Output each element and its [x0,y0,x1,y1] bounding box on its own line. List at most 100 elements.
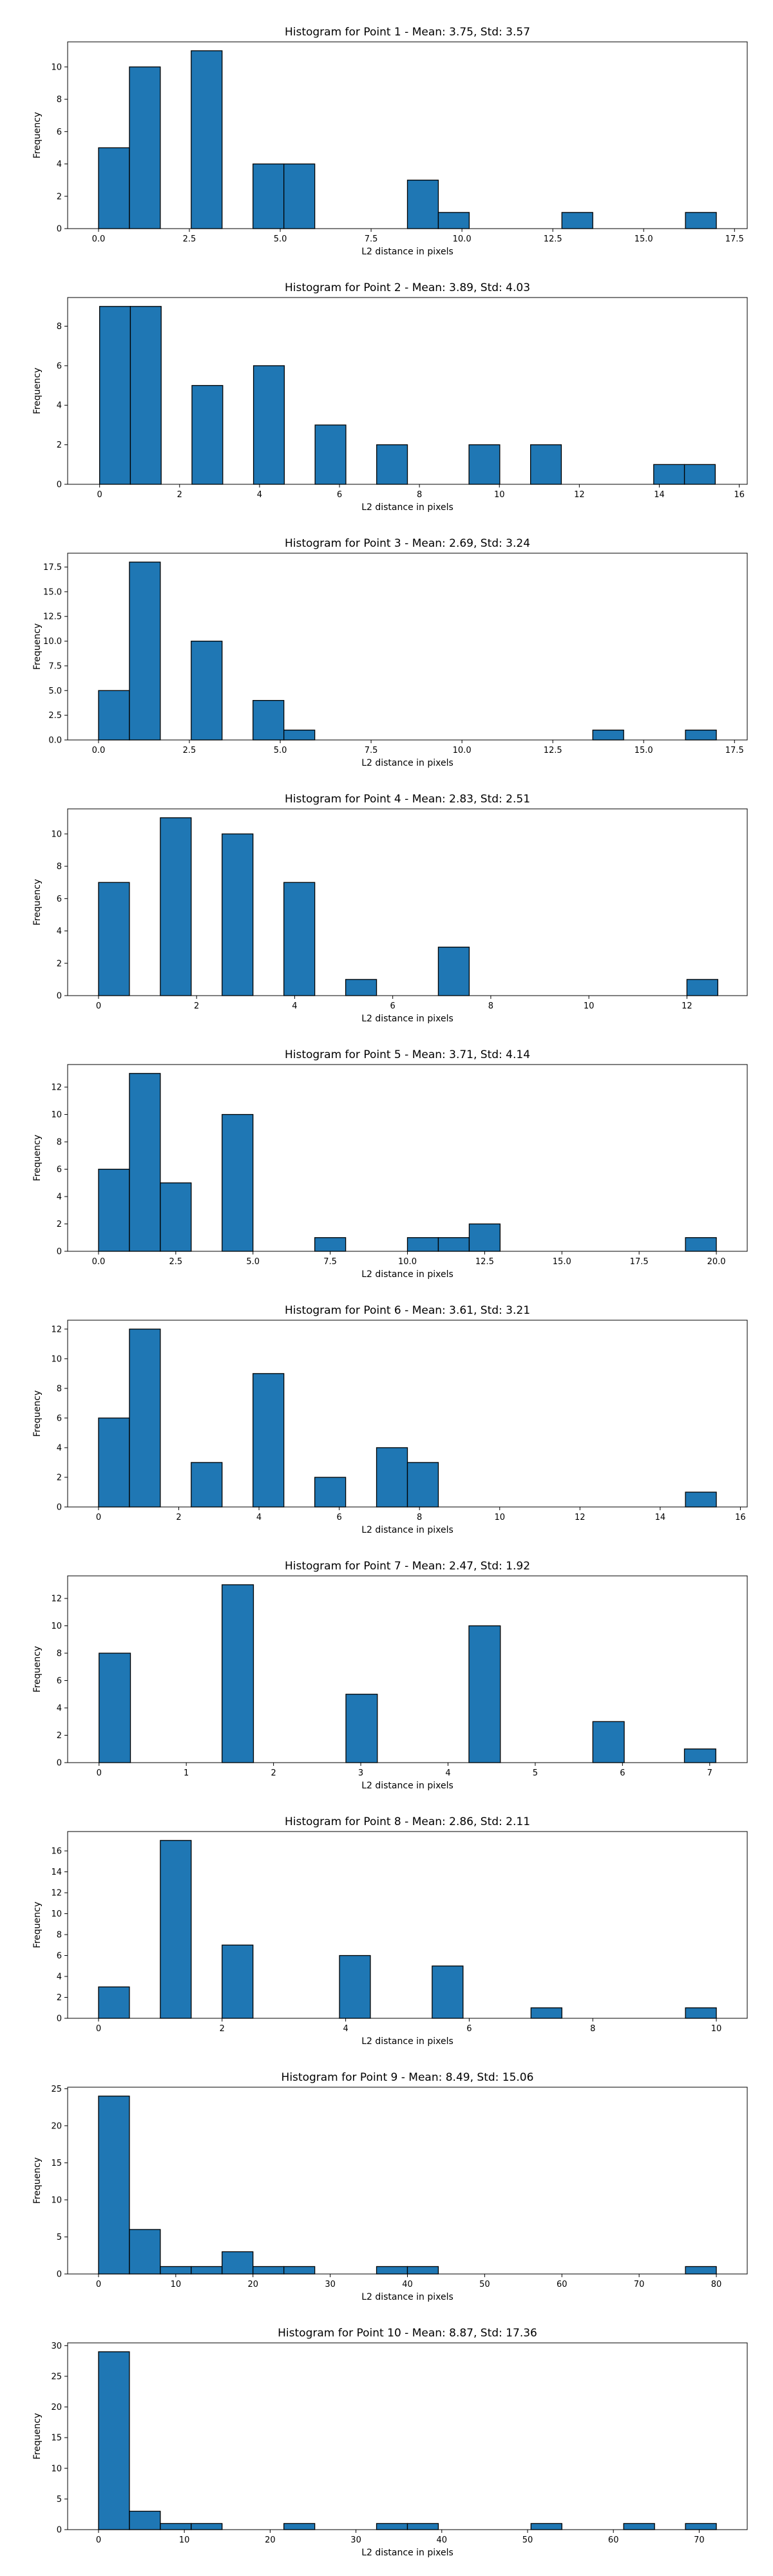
histogram-bar [191,1462,223,1508]
x-tick-label: 2 [177,490,182,500]
x-tick-label: 50 [479,2280,490,2289]
x-axis-label: L2 distance in pixels [361,1525,453,1535]
x-tick-label: 8 [488,1001,493,1011]
histogram-bar [191,2523,223,2530]
x-tick-label: 60 [608,2535,619,2545]
histogram-bar [685,1492,717,1508]
histogram-bar [432,1965,464,2019]
histogram-bar [345,1694,378,1763]
histogram-bar [592,1721,625,1763]
x-tick-label: 14 [655,1513,666,1522]
x-tick-label: 10 [494,490,505,500]
x-tick-label: 20.0 [707,1257,726,1267]
histogram-bar [345,979,377,996]
x-tick-label: 0.0 [92,746,106,755]
x-tick-label: 5.0 [274,746,287,755]
x-tick-label: 12.5 [544,746,562,755]
histogram-bar [623,2523,655,2530]
axes-frame [67,1831,748,2019]
x-tick-label: 10 [171,2280,182,2289]
histogram-bar [222,1113,254,1252]
x-tick-label: 7.5 [323,1257,337,1267]
x-tick-label: 2 [194,1001,199,1011]
y-tick-label: 0 [57,1759,62,1768]
x-tick-label: 0 [97,490,102,500]
y-tick-label: 4 [57,1704,62,1714]
x-tick-label: 0.0 [92,234,106,244]
y-tick-label: 30 [51,2342,62,2351]
histogram-bar [99,1653,131,1763]
x-axis-label: L2 distance in pixels [361,1014,453,1024]
x-tick-label: 7.5 [365,746,378,755]
histogram-bar [222,2251,254,2275]
histogram-panel: 0 10 20 30 40 50 60 70 0 5 10 15 20 25 30 Histogram for… [32,2327,748,2558]
histogram-bar [685,2007,717,2019]
histogram-panel: 0.0 2.5 5.0 7.5 10.0 12.5 15.0 17.5 20.0 0 2 4 6 8 10 1… [32,1048,748,1280]
y-tick-label: 7.5 [48,661,62,671]
x-tick-label: 4 [256,1513,262,1522]
histogram-bar [283,163,316,229]
chart-title: Histogram for Point 2 - Mean: 3.89, Std:… [285,281,530,294]
histogram-bar [437,1237,470,1252]
y-tick-label: 14 [51,1868,62,1877]
y-tick-label: 6 [57,1165,62,1175]
y-tick-label: 6 [57,1414,62,1423]
y-tick-label: 8 [57,322,62,332]
histogram-bar [191,384,224,485]
histogram-bar [376,444,408,485]
y-tick-label: 12 [51,1889,62,1899]
y-tick-label: 0 [57,225,62,234]
histogram-bar [653,464,685,485]
y-tick-label: 12.5 [43,612,62,622]
histogram-bar [406,1462,439,1508]
x-tick-label: 8 [417,490,422,500]
histogram-bar [222,1944,254,2019]
histogram-bar [437,212,470,229]
x-tick-label: 50 [522,2535,533,2545]
y-tick-label: 4 [57,1193,62,1202]
x-tick-label: 7 [707,1768,712,1778]
histogram-bar [253,365,285,485]
axes-frame [67,41,748,229]
y-tick-label: 25 [51,2085,62,2094]
histogram-bar [339,1955,371,2019]
x-tick-label: 10.0 [453,234,472,244]
histogram-bar [314,1237,347,1252]
x-tick-label: 70 [634,2280,645,2289]
x-tick-label: 4 [257,490,262,500]
x-tick-label: 12.5 [544,234,562,244]
y-tick-label: 6 [57,1951,62,1961]
histogram-bar [253,1373,285,1508]
chart-title: Histogram for Point 3 - Mean: 2.69, Std:… [285,537,530,550]
histogram-bar [376,2523,408,2530]
histogram-bar [129,1329,161,1508]
y-tick-label: 2 [57,1731,62,1741]
histogram-bar [191,640,223,741]
histogram-bar [592,730,624,741]
x-axis-label: L2 distance in pixels [361,2548,453,2558]
y-tick-label: 12 [51,1083,62,1093]
x-tick-label: 30 [325,2280,336,2289]
y-tick-label: 0 [57,480,62,490]
histogram-bar [314,424,347,485]
histogram-bar [129,2229,161,2275]
x-tick-label: 2.5 [183,746,196,755]
histogram-bar [314,1477,347,1508]
y-tick-label: 5.0 [48,687,62,696]
x-tick-label: 2.5 [169,1257,182,1267]
y-tick-label: 8 [57,862,62,872]
histogram-bar [129,306,162,485]
y-axis-label: Frequency [32,1135,43,1181]
histogram-bar [685,212,717,229]
x-tick-label: 10.0 [453,746,472,755]
y-tick-label: 10 [51,1909,62,1919]
y-tick-label: 5 [57,2495,62,2505]
y-tick-label: 4 [57,160,62,169]
x-tick-label: 5.0 [274,234,287,244]
histogram-bar [406,1237,439,1252]
x-tick-label: 2 [271,1768,276,1778]
y-axis-label: Frequency [32,2413,43,2459]
x-tick-label: 0 [96,2024,101,2034]
